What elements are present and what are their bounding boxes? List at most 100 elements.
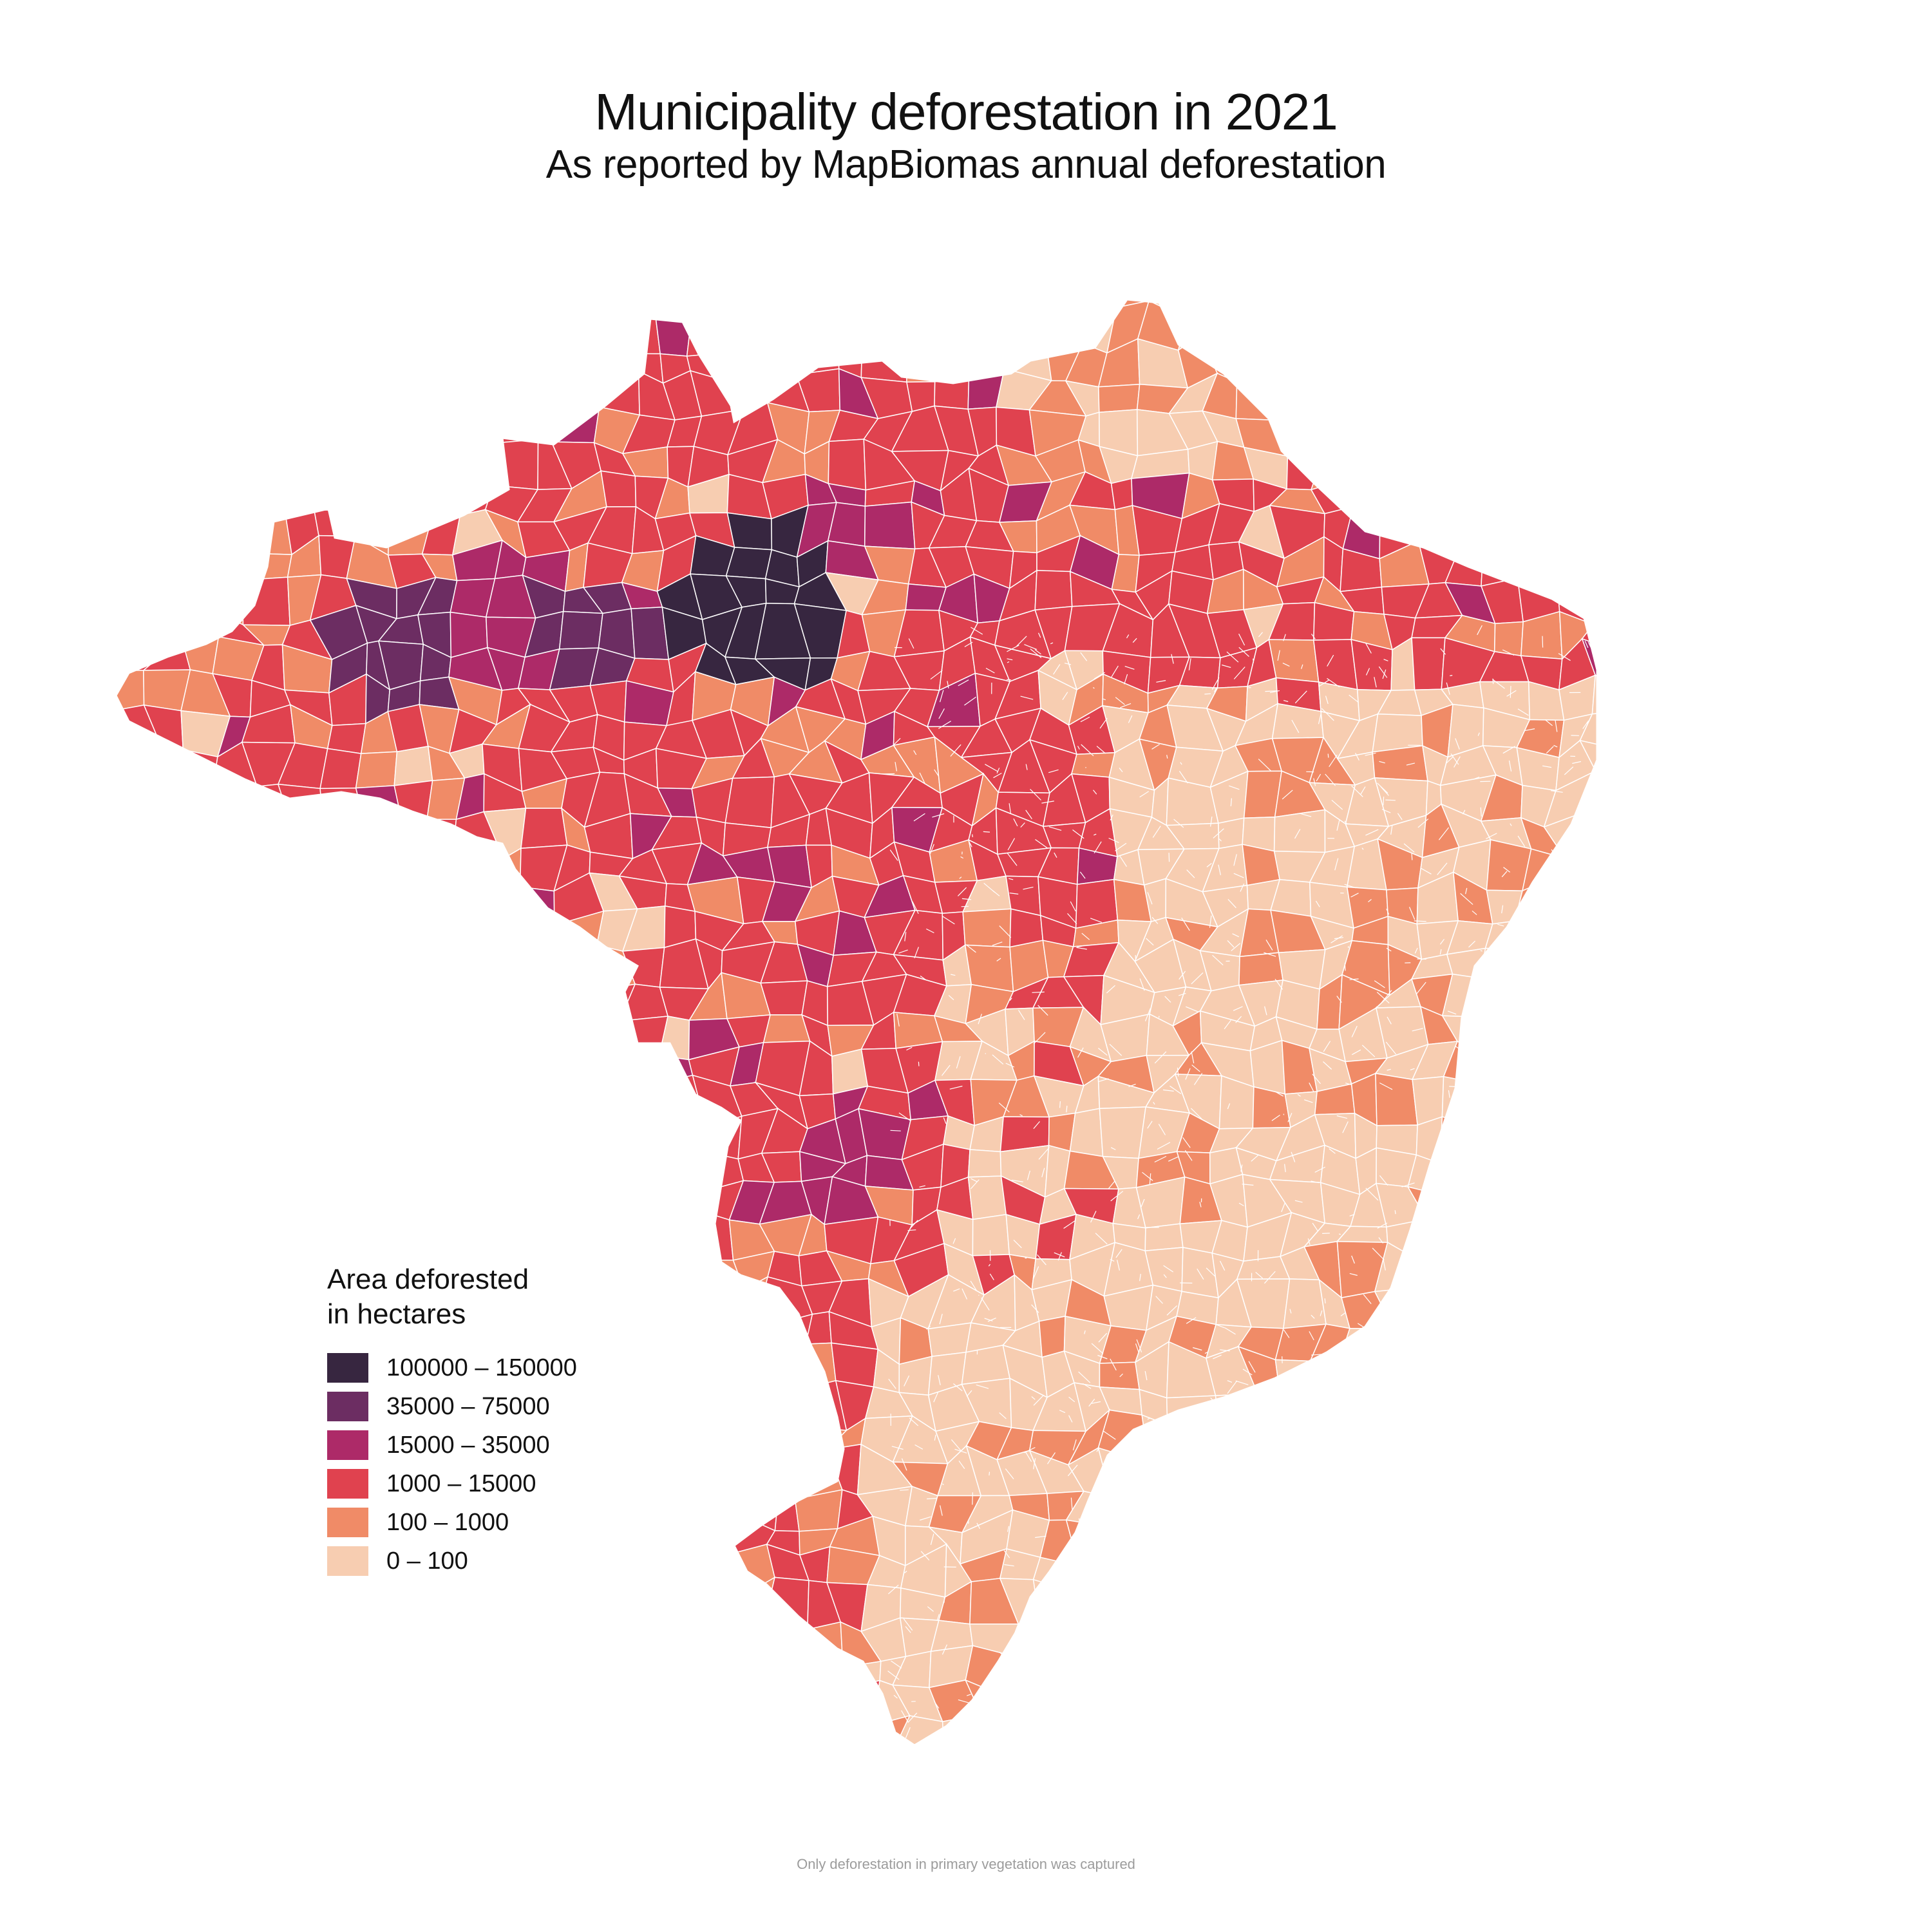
municipality-boundary: [1233, 667, 1245, 679]
municipality-boundary: [1182, 1137, 1191, 1148]
municipality-boundary: [918, 1061, 920, 1066]
municipality-boundary: [920, 1516, 931, 1521]
municipality-boundary: [1542, 636, 1544, 648]
municipality-boundary: [1517, 835, 1526, 848]
municipality-boundary: [1550, 790, 1563, 793]
municipality-boundary: [1110, 814, 1113, 821]
municipality-boundary: [940, 1505, 943, 1516]
municipality-boundary: [1284, 1164, 1286, 1173]
municipality-boundary: [905, 1727, 911, 1739]
brazil-map: [115, 245, 1623, 1790]
municipality-boundary: [968, 840, 972, 848]
municipality-boundary: [1007, 853, 1018, 866]
municipality-boundary: [1180, 762, 1182, 765]
municipality-boundary: [1072, 1439, 1077, 1451]
municipality-cell: [1038, 1315, 1066, 1358]
municipality-boundary: [1438, 827, 1449, 840]
municipality-boundary: [1158, 1123, 1166, 1135]
municipality-boundary: [1050, 642, 1054, 645]
municipality-boundary: [1542, 765, 1552, 768]
municipality-boundary: [905, 1626, 911, 1633]
municipality-cell: [1099, 1106, 1146, 1159]
municipality-boundary: [907, 1712, 918, 1723]
municipality-boundary: [1067, 913, 1077, 924]
municipality-boundary: [1033, 1458, 1036, 1470]
municipality-boundary: [1315, 900, 1320, 907]
municipality-boundary: [1151, 744, 1160, 750]
municipality-boundary: [1416, 981, 1426, 995]
municipality-boundary: [1097, 1354, 1108, 1359]
legend-swatch: [327, 1430, 368, 1460]
municipality-boundary: [1421, 867, 1432, 875]
municipality-boundary: [1510, 686, 1511, 698]
municipality-boundary: [1035, 839, 1048, 849]
municipality-boundary: [1013, 1239, 1022, 1249]
municipality-boundary: [1102, 698, 1106, 701]
municipality-boundary: [912, 901, 919, 914]
municipality-boundary: [1132, 638, 1137, 643]
map-legend: Area deforested in hectares 100000 – 150…: [327, 1262, 662, 1580]
municipality-boundary: [947, 681, 949, 689]
municipality-boundary: [1406, 762, 1416, 766]
municipality-boundary: [1340, 1312, 1346, 1316]
municipality-boundary: [1072, 829, 1084, 839]
municipality-boundary: [1037, 1005, 1048, 1016]
municipality-cell: [967, 1149, 1002, 1178]
municipality-boundary: [904, 1375, 910, 1387]
municipality-boundary: [1018, 1010, 1025, 1020]
municipality-boundary: [920, 1551, 930, 1561]
municipality-boundary: [1110, 1358, 1117, 1371]
municipality-boundary: [1219, 1260, 1226, 1271]
municipality-boundary: [888, 1378, 896, 1389]
municipality-boundary: [919, 772, 925, 784]
municipality-boundary: [1212, 954, 1224, 966]
municipality-boundary: [1191, 1051, 1195, 1064]
municipality-boundary: [1171, 654, 1174, 664]
municipality-boundary: [1318, 711, 1322, 724]
municipality-boundary: [1080, 652, 1088, 661]
municipality-boundary: [909, 1417, 919, 1426]
municipality-boundary: [1226, 651, 1239, 663]
legend-item-1000-15000: 1000 – 15000: [327, 1464, 662, 1503]
municipality-boundary: [1119, 1373, 1123, 1378]
municipality-boundary: [939, 690, 944, 703]
municipality-boundary: [1510, 823, 1512, 826]
municipality-boundary: [1283, 1113, 1285, 1115]
municipality-boundary: [1321, 708, 1334, 721]
municipality-cell: [1581, 613, 1597, 654]
municipality-boundary: [1076, 947, 1087, 950]
municipality-boundary: [1177, 1067, 1179, 1077]
municipality-boundary: [1307, 1238, 1311, 1245]
legend-title: Area deforested in hectares: [327, 1264, 529, 1330]
municipality-cell: [1493, 621, 1524, 657]
municipality-boundary: [1229, 785, 1240, 790]
municipality-boundary: [942, 1644, 948, 1655]
municipality-boundary: [930, 1533, 934, 1545]
municipality-boundary: [1349, 694, 1359, 703]
municipality-boundary: [1166, 755, 1168, 759]
municipality-boundary: [1294, 690, 1307, 704]
municipality-boundary: [1126, 634, 1130, 639]
municipality-boundary: [926, 928, 934, 934]
municipality-boundary: [1035, 1535, 1046, 1539]
municipality-boundary: [1312, 1222, 1318, 1231]
municipality-boundary: [1064, 663, 1072, 665]
municipality-boundary: [893, 737, 901, 746]
municipality-boundary: [954, 1448, 967, 1454]
municipality-boundary: [1253, 658, 1255, 663]
municipality-boundary: [901, 1458, 907, 1471]
municipality-boundary: [1545, 719, 1553, 726]
municipality-boundary: [934, 1434, 936, 1441]
municipality-boundary: [1037, 632, 1041, 638]
municipality-boundary: [1502, 746, 1516, 754]
municipality-boundary: [1248, 1361, 1256, 1373]
municipality-boundary: [1047, 1452, 1056, 1464]
municipality-boundary: [949, 1085, 963, 1090]
municipality-boundary: [938, 1375, 941, 1386]
municipality-boundary: [1094, 672, 1105, 679]
municipality-boundary: [1503, 867, 1511, 873]
municipality-boundary: [1054, 852, 1057, 858]
municipality-cell: [766, 844, 812, 889]
municipality-boundary: [1327, 654, 1334, 667]
municipality-boundary: [1154, 1051, 1167, 1064]
